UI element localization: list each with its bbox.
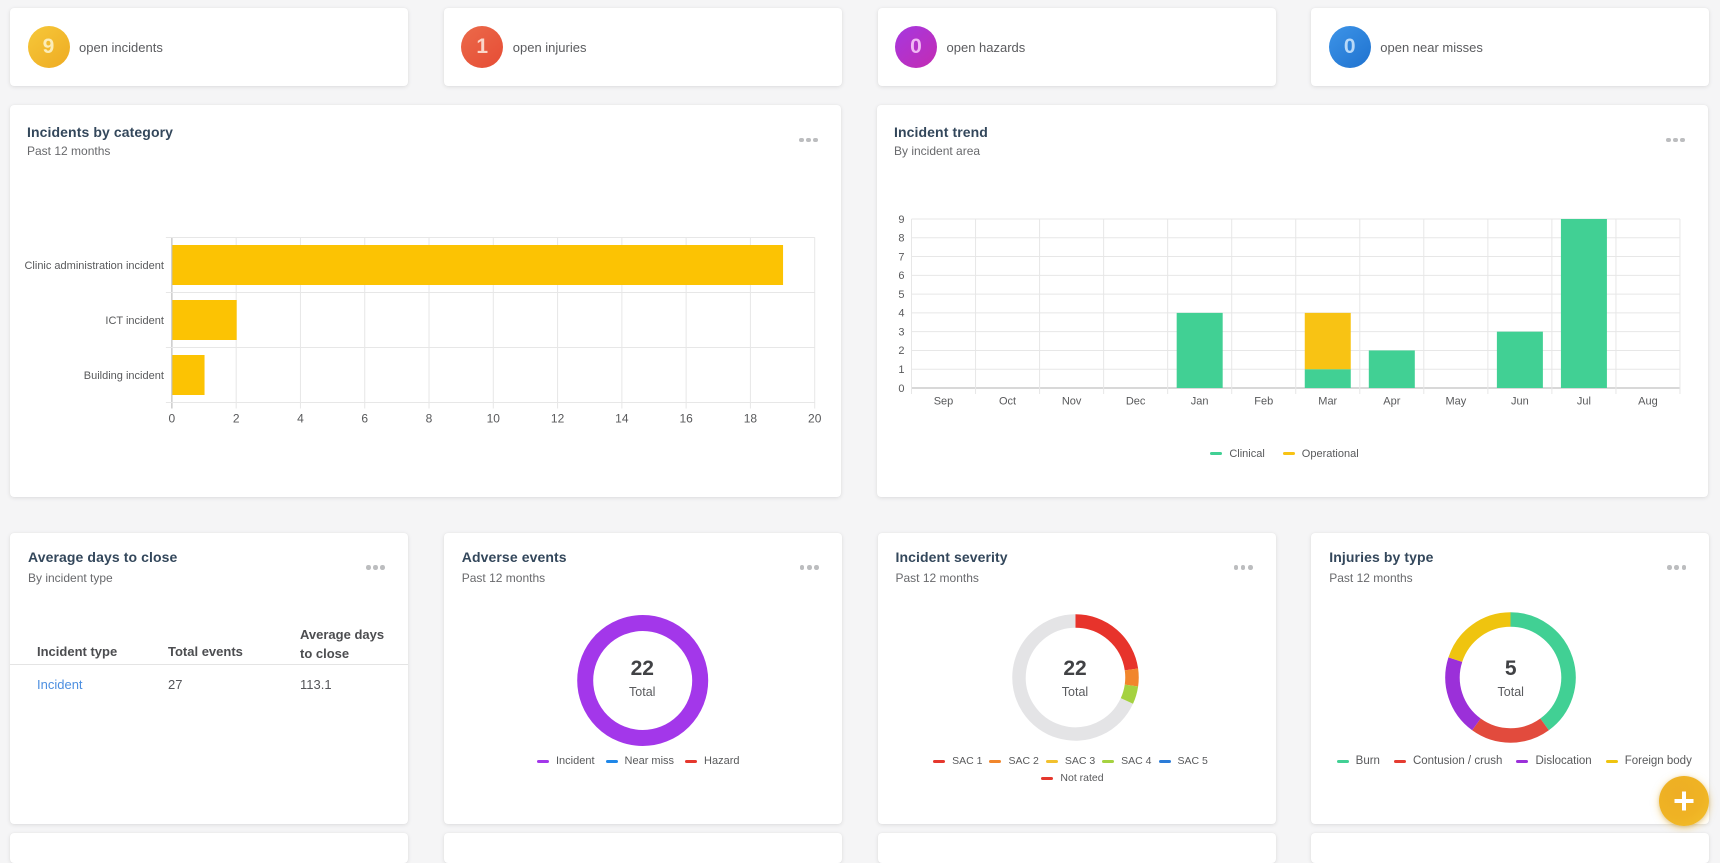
svg-text:Nov: Nov bbox=[1062, 395, 1082, 407]
svg-text:6: 6 bbox=[361, 411, 368, 425]
svg-text:Feb: Feb bbox=[1254, 395, 1273, 407]
svg-text:9: 9 bbox=[898, 213, 904, 225]
svg-text:Jul: Jul bbox=[1577, 395, 1591, 407]
svg-text:ICT incident: ICT incident bbox=[105, 315, 164, 327]
svg-text:7: 7 bbox=[898, 251, 904, 263]
svg-text:Apr: Apr bbox=[1383, 395, 1400, 407]
svg-text:6: 6 bbox=[898, 270, 904, 282]
svg-text:5: 5 bbox=[898, 288, 904, 300]
svg-text:1: 1 bbox=[898, 364, 904, 376]
svg-text:20: 20 bbox=[808, 411, 822, 425]
svg-text:Mar: Mar bbox=[1318, 395, 1337, 407]
svg-text:Jan: Jan bbox=[1191, 395, 1209, 407]
svg-text:10: 10 bbox=[487, 411, 501, 425]
svg-text:12: 12 bbox=[551, 411, 565, 425]
svg-text:16: 16 bbox=[679, 411, 693, 425]
svg-text:4: 4 bbox=[297, 411, 304, 425]
svg-text:2: 2 bbox=[233, 411, 240, 425]
svg-text:May: May bbox=[1445, 395, 1466, 407]
svg-text:Sep: Sep bbox=[934, 395, 954, 407]
svg-text:Dec: Dec bbox=[1126, 395, 1146, 407]
svg-text:8: 8 bbox=[426, 411, 433, 425]
svg-text:4: 4 bbox=[898, 307, 904, 319]
svg-text:14: 14 bbox=[615, 411, 629, 425]
svg-text:3: 3 bbox=[898, 326, 904, 338]
svg-text:Aug: Aug bbox=[1638, 395, 1658, 407]
svg-text:0: 0 bbox=[898, 382, 904, 394]
svg-text:Jun: Jun bbox=[1511, 395, 1529, 407]
svg-text:2: 2 bbox=[898, 345, 904, 357]
svg-text:18: 18 bbox=[744, 411, 758, 425]
svg-text:Building incident: Building incident bbox=[84, 370, 164, 382]
svg-text:8: 8 bbox=[898, 232, 904, 244]
svg-text:Clinic administration incident: Clinic administration incident bbox=[24, 260, 163, 272]
svg-text:0: 0 bbox=[169, 411, 176, 425]
svg-text:Oct: Oct bbox=[999, 395, 1016, 407]
